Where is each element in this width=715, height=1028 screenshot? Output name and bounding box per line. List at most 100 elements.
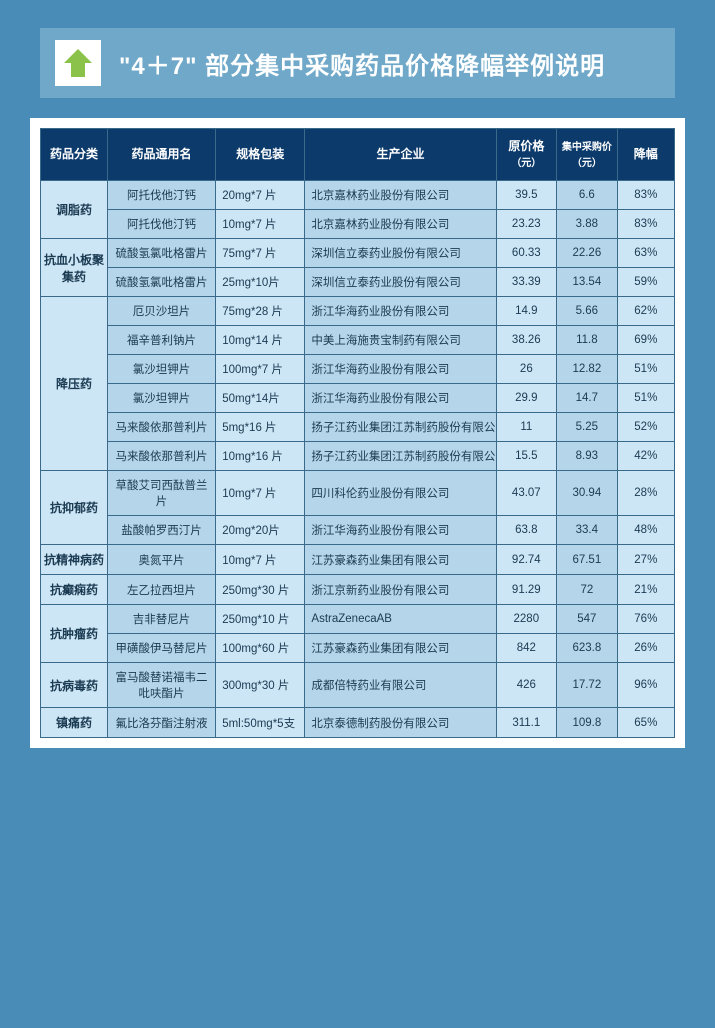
proc-price-cell: 72 <box>557 575 618 605</box>
table-row: 抗抑郁药草酸艾司西酞普兰片10mg*7 片四川科伦药业股份有限公司43.0730… <box>41 471 675 516</box>
table-row: 硫酸氢氯吡格雷片25mg*10片深圳信立泰药业股份有限公司33.3913.545… <box>41 268 675 297</box>
category-cell: 抗癫痫药 <box>41 575 108 605</box>
manufacturer-cell: 浙江华海药业股份有限公司 <box>305 355 496 384</box>
manufacturer-cell: 扬子江药业集团江苏制药股份有限公司 <box>305 413 496 442</box>
drug-name-cell: 富马酸替诺福韦二吡呋酯片 <box>107 663 215 708</box>
manufacturer-cell: AstraZenecaAB <box>305 605 496 634</box>
reduction-cell: 59% <box>617 268 674 297</box>
reduction-cell: 51% <box>617 384 674 413</box>
reduction-cell: 69% <box>617 326 674 355</box>
orig-price-cell: 39.5 <box>496 181 557 210</box>
reduction-cell: 51% <box>617 355 674 384</box>
spec-cell: 10mg*7 片 <box>216 471 305 516</box>
category-cell: 抗病毒药 <box>41 663 108 708</box>
reduction-cell: 48% <box>617 516 674 545</box>
orig-price-cell: 92.74 <box>496 545 557 575</box>
table-body: 调脂药阿托伐他汀钙20mg*7 片北京嘉林药业股份有限公司39.56.683%阿… <box>41 181 675 738</box>
reduction-cell: 76% <box>617 605 674 634</box>
col-reduction: 降幅 <box>617 129 674 181</box>
header-banner: "4＋7" 部分集中采购药品价格降幅举例说明 <box>40 28 675 98</box>
drug-name-cell: 马来酸依那普利片 <box>107 442 215 471</box>
spec-cell: 75mg*28 片 <box>216 297 305 326</box>
manufacturer-cell: 北京泰德制药股份有限公司 <box>305 708 496 738</box>
reduction-cell: 28% <box>617 471 674 516</box>
col-orig-price: 原价格 （元） <box>496 129 557 181</box>
table-row: 降压药厄贝沙坦片75mg*28 片浙江华海药业股份有限公司14.95.6662% <box>41 297 675 326</box>
reduction-cell: 63% <box>617 239 674 268</box>
manufacturer-cell: 北京嘉林药业股份有限公司 <box>305 181 496 210</box>
orig-price-cell: 842 <box>496 634 557 663</box>
category-cell: 抗精神病药 <box>41 545 108 575</box>
manufacturer-cell: 浙江华海药业股份有限公司 <box>305 297 496 326</box>
table-header: 药品分类 药品通用名 规格包装 生产企业 原价格 （元） 集中采购价 （元） 降… <box>41 129 675 181</box>
drug-name-cell: 草酸艾司西酞普兰片 <box>107 471 215 516</box>
manufacturer-cell: 中美上海施贵宝制药有限公司 <box>305 326 496 355</box>
reduction-cell: 27% <box>617 545 674 575</box>
table-row: 镇痛药氟比洛芬酯注射液5ml:50mg*5支北京泰德制药股份有限公司311.11… <box>41 708 675 738</box>
drug-name-cell: 阿托伐他汀钙 <box>107 210 215 239</box>
orig-price-cell: 43.07 <box>496 471 557 516</box>
col-category: 药品分类 <box>41 129 108 181</box>
reduction-cell: 52% <box>617 413 674 442</box>
reduction-cell: 26% <box>617 634 674 663</box>
drug-name-cell: 厄贝沙坦片 <box>107 297 215 326</box>
drug-name-cell: 氯沙坦钾片 <box>107 384 215 413</box>
reduction-cell: 65% <box>617 708 674 738</box>
proc-price-cell: 30.94 <box>557 471 618 516</box>
orig-price-cell: 23.23 <box>496 210 557 239</box>
drug-name-cell: 硫酸氢氯吡格雷片 <box>107 239 215 268</box>
drug-name-cell: 甲磺酸伊马替尼片 <box>107 634 215 663</box>
proc-price-cell: 5.25 <box>557 413 618 442</box>
manufacturer-cell: 成都倍特药业有限公司 <box>305 663 496 708</box>
arrow-up-icon <box>55 40 101 86</box>
table-row: 马来酸依那普利片5mg*16 片扬子江药业集团江苏制药股份有限公司115.255… <box>41 413 675 442</box>
table-row: 盐酸帕罗西汀片20mg*20片浙江华海药业股份有限公司63.833.448% <box>41 516 675 545</box>
spec-cell: 100mg*60 片 <box>216 634 305 663</box>
orig-price-cell: 15.5 <box>496 442 557 471</box>
orig-price-cell: 60.33 <box>496 239 557 268</box>
category-cell: 抗肿瘤药 <box>41 605 108 663</box>
manufacturer-cell: 浙江华海药业股份有限公司 <box>305 516 496 545</box>
spec-cell: 300mg*30 片 <box>216 663 305 708</box>
reduction-cell: 21% <box>617 575 674 605</box>
category-cell: 调脂药 <box>41 181 108 239</box>
category-cell: 镇痛药 <box>41 708 108 738</box>
spec-cell: 50mg*14片 <box>216 384 305 413</box>
col-manufacturer: 生产企业 <box>305 129 496 181</box>
table-row: 福辛普利钠片10mg*14 片中美上海施贵宝制药有限公司38.2611.869% <box>41 326 675 355</box>
proc-price-cell: 3.88 <box>557 210 618 239</box>
table-row: 抗精神病药奥氮平片10mg*7 片江苏豪森药业集团有限公司92.7467.512… <box>41 545 675 575</box>
manufacturer-cell: 浙江京新药业股份有限公司 <box>305 575 496 605</box>
drug-name-cell: 福辛普利钠片 <box>107 326 215 355</box>
orig-price-cell: 14.9 <box>496 297 557 326</box>
spec-cell: 10mg*16 片 <box>216 442 305 471</box>
spec-cell: 10mg*14 片 <box>216 326 305 355</box>
orig-price-cell: 63.8 <box>496 516 557 545</box>
orig-price-cell: 311.1 <box>496 708 557 738</box>
manufacturer-cell: 四川科伦药业股份有限公司 <box>305 471 496 516</box>
spec-cell: 5ml:50mg*5支 <box>216 708 305 738</box>
manufacturer-cell: 江苏豪森药业集团有限公司 <box>305 545 496 575</box>
table-row: 抗肿瘤药吉非替尼片250mg*10 片AstraZenecaAB22805477… <box>41 605 675 634</box>
proc-price-cell: 109.8 <box>557 708 618 738</box>
proc-price-cell: 547 <box>557 605 618 634</box>
reduction-cell: 96% <box>617 663 674 708</box>
orig-price-cell: 33.39 <box>496 268 557 297</box>
manufacturer-cell: 深圳信立泰药业股份有限公司 <box>305 239 496 268</box>
category-cell: 抗抑郁药 <box>41 471 108 545</box>
drug-name-cell: 盐酸帕罗西汀片 <box>107 516 215 545</box>
spec-cell: 10mg*7 片 <box>216 210 305 239</box>
table-row: 氯沙坦钾片50mg*14片浙江华海药业股份有限公司29.914.751% <box>41 384 675 413</box>
table-row: 氯沙坦钾片100mg*7 片浙江华海药业股份有限公司2612.8251% <box>41 355 675 384</box>
orig-price-cell: 29.9 <box>496 384 557 413</box>
reduction-cell: 83% <box>617 181 674 210</box>
reduction-cell: 42% <box>617 442 674 471</box>
drug-name-cell: 氟比洛芬酯注射液 <box>107 708 215 738</box>
proc-price-cell: 6.6 <box>557 181 618 210</box>
spec-cell: 5mg*16 片 <box>216 413 305 442</box>
manufacturer-cell: 扬子江药业集团江苏制药股份有限公司 <box>305 442 496 471</box>
spec-cell: 10mg*7 片 <box>216 545 305 575</box>
manufacturer-cell: 江苏豪森药业集团有限公司 <box>305 634 496 663</box>
category-cell: 降压药 <box>41 297 108 471</box>
category-cell: 抗血小板聚集药 <box>41 239 108 297</box>
